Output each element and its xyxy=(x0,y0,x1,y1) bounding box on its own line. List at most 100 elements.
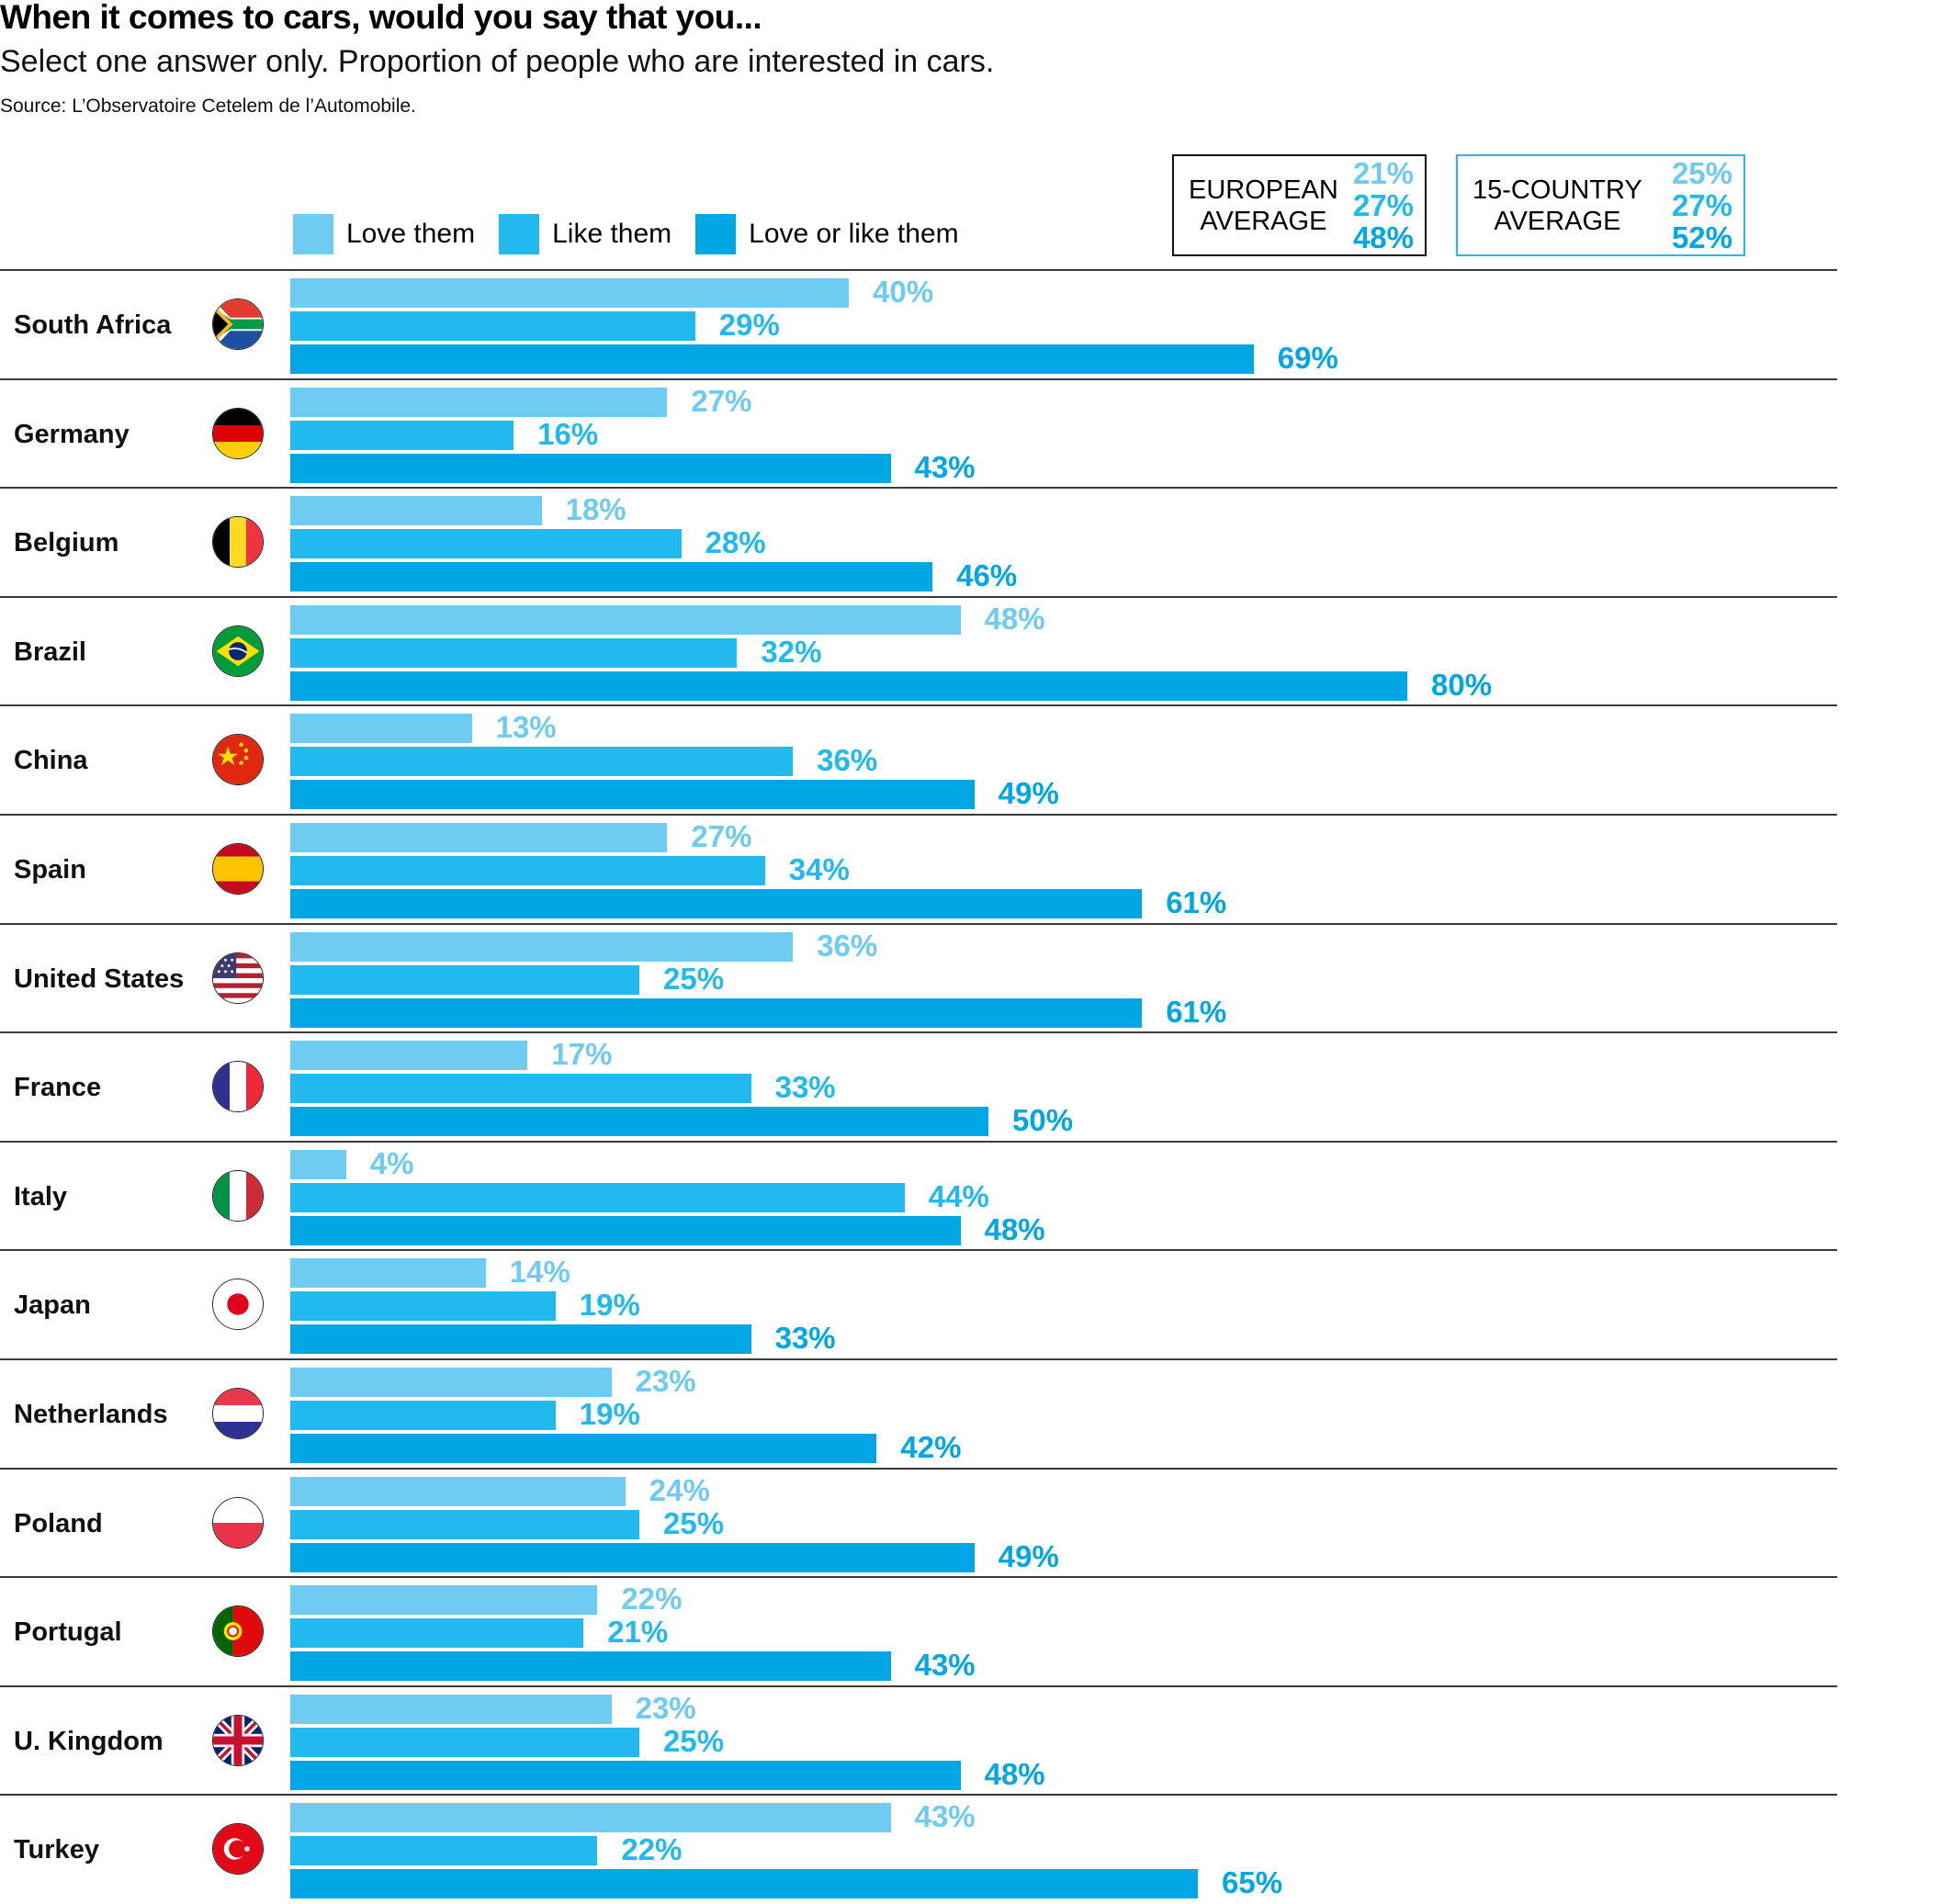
bar-love xyxy=(290,1476,626,1506)
bar-love-or-like xyxy=(290,889,1143,918)
country-row: United States 36% 25% 61% xyxy=(0,925,1837,1033)
bar-love xyxy=(290,278,849,308)
country-label: China xyxy=(14,746,88,776)
spain-flag-icon xyxy=(212,843,264,895)
france-flag-icon xyxy=(212,1061,264,1113)
bar-value-label: 25% xyxy=(663,1505,725,1540)
row-separator xyxy=(0,704,1837,707)
bar-value-label: 18% xyxy=(565,492,626,527)
bar-love xyxy=(290,1803,891,1833)
country-label: Netherlands xyxy=(14,1400,168,1429)
bar-love-or-like xyxy=(290,1107,988,1137)
row-separator xyxy=(0,1140,1837,1143)
bar-value-label: 21% xyxy=(607,1615,669,1650)
bar-value-label: 23% xyxy=(635,1364,696,1398)
bar-value-label: 36% xyxy=(817,928,878,963)
bar-like xyxy=(290,529,682,559)
bar-value-label: 36% xyxy=(817,743,878,778)
bar-value-label: 69% xyxy=(1277,341,1338,375)
country-row: Netherlands 23% 19% 42% xyxy=(0,1360,1837,1469)
legend-swatch-love-or-like xyxy=(695,214,737,254)
row-separator xyxy=(0,1358,1837,1360)
avg-love-value: 21% xyxy=(1352,156,1414,190)
bar-value-label: 14% xyxy=(509,1255,570,1290)
bar-value-label: 28% xyxy=(705,525,766,560)
bar-love-or-like xyxy=(290,1760,961,1790)
bar-like xyxy=(290,747,794,777)
country-row: China 13% 36% 49% xyxy=(0,706,1837,815)
country-label: Turkey xyxy=(14,1835,99,1865)
legend-label: Like them xyxy=(552,219,672,249)
italy-flag-icon xyxy=(212,1169,264,1222)
bar-value-label: 80% xyxy=(1431,667,1493,702)
bar-love xyxy=(290,714,472,744)
bar-like xyxy=(290,1727,639,1757)
bar-love xyxy=(290,1585,598,1616)
poland-flag-icon xyxy=(212,1496,264,1549)
avg-label-line: AVERAGE xyxy=(1200,206,1327,236)
turkey-flag-icon xyxy=(212,1823,264,1876)
brazil-flag-icon xyxy=(212,625,264,677)
bar-value-label: 22% xyxy=(621,1582,683,1617)
portugal-flag-icon xyxy=(212,1605,264,1658)
country-row: South Africa 40% 29% 69% xyxy=(0,271,1837,379)
european-average-box: EUROPEAN AVERAGE 21% 27% 48% xyxy=(1172,154,1427,256)
chart-title: When it comes to cars, would you say tha… xyxy=(0,0,762,36)
bar-love-or-like xyxy=(290,670,1407,701)
country-row: Brazil 48% 32% 80% xyxy=(0,598,1837,706)
avg-love-or-like-value: 52% xyxy=(1671,220,1732,254)
country-label: Portugal xyxy=(14,1617,122,1648)
bar-value-label: 23% xyxy=(635,1690,696,1725)
bar-value-label: 34% xyxy=(788,852,850,886)
row-separator xyxy=(0,1249,1837,1252)
country-row: Portugal 22% 21% 43% xyxy=(0,1578,1837,1686)
country-row: Turkey 43% 22% 65% xyxy=(0,1796,1837,1904)
bar-love-or-like xyxy=(290,1542,975,1572)
bar-love xyxy=(290,1258,486,1289)
fifteen-country-average-label: 15-COUNTRY AVERAGE xyxy=(1472,175,1642,237)
bar-value-label: 40% xyxy=(873,275,934,309)
bar-like xyxy=(290,1509,639,1539)
legend-swatch-like xyxy=(499,214,540,254)
bar-value-label: 50% xyxy=(1012,1103,1074,1138)
country-row: Belgium 18% 28% 46% xyxy=(0,489,1837,597)
united-states-flag-icon xyxy=(212,952,264,1004)
bar-value-label: 49% xyxy=(998,776,1059,811)
bar-love-or-like xyxy=(290,344,1254,374)
avg-label-line: AVERAGE xyxy=(1494,206,1621,236)
country-label: Italy xyxy=(14,1181,68,1211)
china-flag-icon xyxy=(212,734,264,786)
bar-value-label: 22% xyxy=(621,1832,683,1867)
bar-value-label: 25% xyxy=(663,961,725,996)
bar-love-or-like xyxy=(290,1434,877,1463)
bar-like xyxy=(290,1401,556,1430)
bar-value-label: 61% xyxy=(1166,885,1227,919)
fifteen-country-average-values: 25% 27% 52% xyxy=(1672,157,1732,253)
country-label: France xyxy=(14,1073,102,1103)
row-separator xyxy=(0,1467,1837,1470)
bar-value-label: 4% xyxy=(369,1145,414,1180)
bar-like xyxy=(290,420,514,450)
bar-value-label: 19% xyxy=(579,1397,640,1431)
bar-value-label: 65% xyxy=(1222,1865,1283,1900)
bar-like xyxy=(290,311,695,341)
bar-love-or-like xyxy=(290,780,975,810)
bar-value-label: 48% xyxy=(984,1211,1045,1246)
row-separator xyxy=(0,814,1837,816)
row-separator xyxy=(0,1794,1837,1797)
bar-like xyxy=(290,964,639,995)
avg-like-value: 27% xyxy=(1671,188,1732,222)
bar-love xyxy=(290,1149,346,1179)
bar-value-label: 19% xyxy=(579,1288,640,1323)
fifteen-country-average-box: 15-COUNTRY AVERAGE 25% 27% 52% xyxy=(1456,154,1745,256)
south-africa-flag-icon xyxy=(212,299,264,350)
country-label: Brazil xyxy=(14,637,86,667)
bar-value-label: 25% xyxy=(663,1723,725,1758)
country-label: Belgium xyxy=(14,528,119,558)
bar-value-label: 43% xyxy=(914,1799,976,1834)
bar-love xyxy=(290,823,668,852)
row-separator xyxy=(0,1684,1837,1687)
bar-value-label: 27% xyxy=(691,383,752,418)
legend-item-love: Love them xyxy=(293,214,475,254)
bar-love-or-like xyxy=(290,453,891,483)
